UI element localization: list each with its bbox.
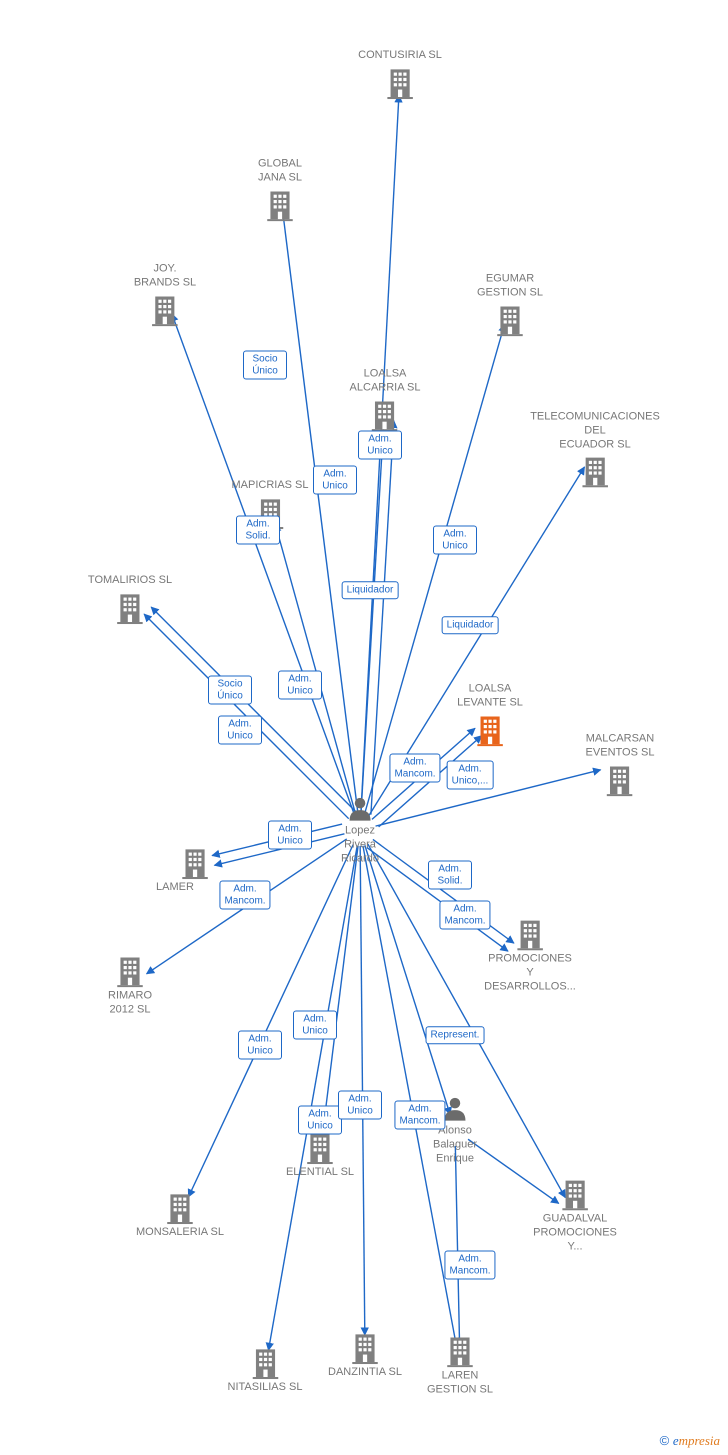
node-label: TOMALIRIOS SL (88, 574, 172, 588)
edge-label: Adm. Solid. (236, 516, 280, 545)
node-label: LAREN GESTION SL (427, 1369, 493, 1397)
edge-label: Adm. Unico (238, 1031, 282, 1060)
node-label: CONTUSIRIA SL (358, 49, 442, 63)
edge-label: Adm. Mancom. (439, 901, 490, 930)
edge-label: Adm. Unico (293, 1011, 337, 1040)
company-node[interactable]: ELENTIAL SL (286, 1130, 354, 1180)
node-label: RIMARO 2012 SL (108, 989, 152, 1017)
edge-label: Liquidador (342, 581, 399, 599)
edge-label: Adm. Mancom. (394, 1101, 445, 1130)
edge-label: Adm. Unico (338, 1091, 382, 1120)
edge-label: Adm. Unico (298, 1106, 342, 1135)
node-label: EGUMAR GESTION SL (477, 272, 543, 300)
edge-line (275, 524, 355, 814)
copyright-symbol: © (660, 1433, 670, 1448)
company-node[interactable]: LOALSA LEVANTE SL (457, 682, 523, 748)
company-node[interactable]: PROMOCIONES Y DESARROLLOS... (484, 916, 576, 993)
edge-line (151, 607, 356, 812)
company-node[interactable]: TELECOMUNICACIONES DEL ECUADOR SL (530, 410, 660, 489)
edge-label: Adm. Unico (278, 671, 322, 700)
node-label: MONSALERIA SL (136, 1226, 224, 1240)
node-label: MAPICRIAS SL (231, 479, 308, 493)
edge-label: Adm. Mancom. (389, 754, 440, 783)
brand-logo: empresia (673, 1433, 720, 1448)
edge-label: Adm. Mancom. (444, 1251, 495, 1280)
node-label: ELENTIAL SL (286, 1166, 354, 1180)
edge-label: Adm. Solid. (428, 861, 472, 890)
node-label: Alonso Balaguer Enrique (433, 1124, 477, 1165)
company-node[interactable]: JOY. BRANDS SL (134, 262, 196, 328)
company-node[interactable]: TOMALIRIOS SL (88, 574, 172, 626)
edge-label: Represent. (426, 1026, 485, 1044)
edge-label: Socio Único (243, 351, 287, 380)
company-node[interactable]: LAREN GESTION SL (427, 1333, 493, 1397)
watermark: © empresia (660, 1433, 720, 1449)
node-label: LOALSA LEVANTE SL (457, 682, 523, 710)
edge-label: Adm. Mancom. (219, 881, 270, 910)
company-node[interactable]: GLOBAL JANA SL (258, 157, 302, 223)
node-label: LOALSA ALCARRIA SL (350, 367, 421, 395)
edge-label: Adm. Unico (433, 526, 477, 555)
edge-line (172, 314, 355, 815)
node-label: NITASILIAS SL (228, 1381, 303, 1395)
company-node[interactable]: EGUMAR GESTION SL (477, 272, 543, 338)
edges-layer (0, 0, 728, 1455)
edge-label: Liquidador (442, 616, 499, 634)
company-node[interactable]: NITASILIAS SL (228, 1345, 303, 1395)
company-node[interactable]: LOALSA ALCARRIA SL (350, 367, 421, 433)
node-label: Lopez Rivera Ricardo (341, 824, 379, 865)
edge-label: Socio Único (208, 676, 252, 705)
edge-line (361, 420, 384, 814)
node-label: LAMER (156, 881, 194, 895)
edge-label: Adm. Unico (268, 821, 312, 850)
company-node[interactable]: DANZINTIA SL (328, 1330, 402, 1380)
node-label: PROMOCIONES Y DESARROLLOS... (484, 952, 576, 993)
node-label: TELECOMUNICACIONES DEL ECUADOR SL (530, 410, 660, 451)
node-label: GUADALVAL PROMOCIONES Y... (533, 1212, 617, 1253)
edge-label: Adm. Unico (358, 431, 402, 460)
edge-line (455, 1146, 459, 1345)
node-label: GLOBAL JANA SL (258, 157, 302, 185)
edge-label: Adm. Unico,... (447, 761, 494, 790)
node-label: MALCARSAN EVENTOS SL (586, 732, 655, 760)
company-node[interactable]: GUADALVAL PROMOCIONES Y... (533, 1176, 617, 1253)
person-node[interactable]: Lopez Rivera Ricardo (341, 794, 379, 865)
edge-label: Adm. Unico (218, 716, 262, 745)
company-node[interactable]: MALCARSAN EVENTOS SL (586, 732, 655, 798)
node-label: JOY. BRANDS SL (134, 262, 196, 290)
company-node[interactable]: MONSALERIA SL (136, 1190, 224, 1240)
company-node[interactable]: CONTUSIRIA SL (358, 49, 442, 101)
edge-label: Adm. Unico (313, 466, 357, 495)
company-node[interactable]: RIMARO 2012 SL (108, 953, 152, 1017)
company-node[interactable]: LAMER (176, 845, 214, 895)
node-label: DANZINTIA SL (328, 1366, 402, 1380)
